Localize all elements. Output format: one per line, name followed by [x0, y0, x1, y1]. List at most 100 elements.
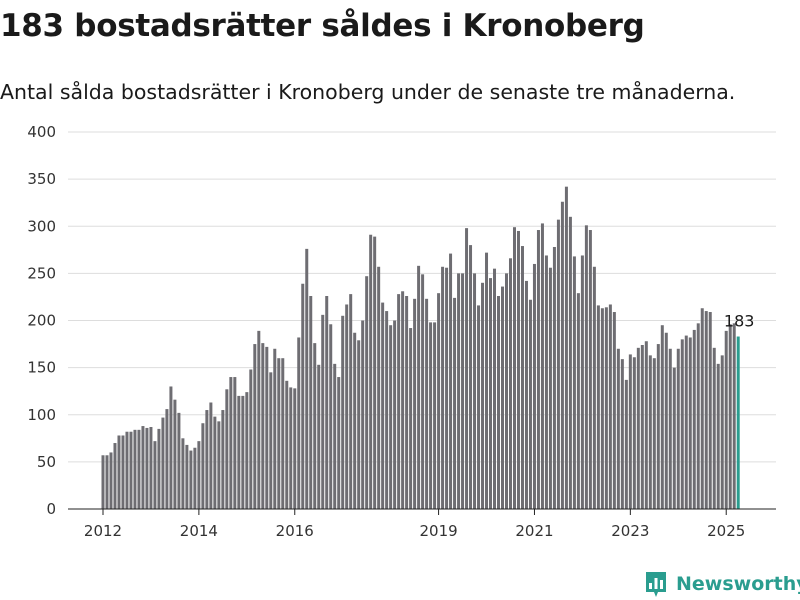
- y-tick-label: 350: [27, 170, 56, 188]
- bar: [181, 438, 185, 509]
- bar: [568, 216, 572, 509]
- x-tick-label: 2014: [180, 522, 218, 540]
- bar: [508, 258, 512, 509]
- bar: [333, 363, 337, 509]
- x-tick-label: 2012: [84, 522, 122, 540]
- bar: [481, 282, 485, 509]
- bar: [337, 377, 341, 509]
- bar: [477, 305, 481, 509]
- bar: [636, 347, 640, 509]
- bar: [309, 296, 313, 509]
- y-tick-label: 400: [27, 123, 56, 141]
- bar: [473, 273, 477, 510]
- bar: [233, 377, 237, 509]
- bar: [660, 325, 664, 509]
- bar: [305, 248, 309, 509]
- x-tick-label: 2025: [707, 522, 745, 540]
- bar: [668, 348, 672, 509]
- bar: [720, 355, 724, 509]
- bar: [676, 348, 680, 509]
- bar: [728, 324, 732, 509]
- bar: [365, 276, 369, 509]
- x-tick-label: 2021: [515, 522, 553, 540]
- bar: [177, 412, 181, 509]
- y-tick-label: 100: [27, 406, 56, 424]
- bar: [369, 234, 373, 510]
- x-tick-label: 2019: [419, 522, 457, 540]
- bar: [616, 348, 620, 509]
- bar: [205, 410, 209, 509]
- bar: [325, 296, 329, 509]
- bar: [612, 312, 616, 509]
- bar: [289, 387, 293, 509]
- bar: [724, 330, 728, 509]
- bar: [377, 266, 381, 509]
- y-tick-label: 150: [27, 359, 56, 377]
- bar: [732, 323, 736, 509]
- bar: [600, 308, 604, 509]
- bar: [688, 337, 692, 509]
- bar: [173, 399, 177, 509]
- bar: [708, 312, 712, 509]
- bar: [281, 358, 285, 509]
- bar: [397, 294, 401, 509]
- bar: [520, 246, 524, 510]
- bar: [648, 355, 652, 509]
- bar: [604, 307, 608, 509]
- bar: [129, 431, 133, 509]
- bar: [253, 344, 257, 509]
- bar: [524, 280, 528, 509]
- bar: [217, 421, 221, 509]
- bar: [684, 335, 688, 509]
- bar: [453, 297, 457, 509]
- bar: [437, 293, 441, 509]
- bar: [141, 426, 145, 509]
- bar: [193, 447, 197, 509]
- bar: [700, 308, 704, 509]
- y-tick-label: 250: [27, 264, 56, 282]
- bar: [349, 294, 353, 509]
- bar: [229, 377, 233, 509]
- bar: [429, 322, 433, 509]
- bar: [137, 429, 141, 509]
- bar: [544, 255, 548, 509]
- bar: [341, 315, 345, 509]
- bar: [201, 423, 205, 509]
- bar: [552, 246, 556, 510]
- bar: [644, 341, 648, 509]
- bar: [249, 369, 253, 509]
- y-tick-label: 300: [27, 217, 56, 235]
- bar: [592, 266, 596, 509]
- bar: [469, 245, 473, 509]
- bar: [269, 372, 273, 509]
- brand-logo: Newsworthy: [644, 569, 800, 599]
- bar: [540, 223, 544, 510]
- bar: [401, 291, 405, 509]
- bar: [512, 227, 516, 509]
- bar: [417, 265, 421, 509]
- bar: [105, 455, 109, 509]
- bar-chart-logo-icon: [646, 572, 666, 597]
- bar: [421, 274, 425, 509]
- x-tick-label: 2016: [276, 522, 314, 540]
- bar: [273, 348, 277, 509]
- bar: [628, 354, 632, 509]
- bar: [161, 417, 165, 509]
- bar: [465, 228, 469, 509]
- bar: [361, 320, 365, 509]
- bar: [449, 253, 453, 509]
- bar: [169, 386, 173, 509]
- bar: [632, 357, 636, 509]
- annotations: 183: [724, 312, 755, 331]
- bar: [117, 435, 121, 509]
- bar: [353, 332, 357, 509]
- bar: [457, 273, 461, 510]
- bar: [357, 340, 361, 509]
- chart-title: 183 bostadsrätter såldes i Kronoberg: [0, 8, 645, 44]
- bar: [536, 230, 540, 509]
- bar: [576, 293, 580, 509]
- y-tick-label: 50: [37, 453, 56, 471]
- bar: [556, 219, 560, 509]
- bar: [153, 441, 157, 509]
